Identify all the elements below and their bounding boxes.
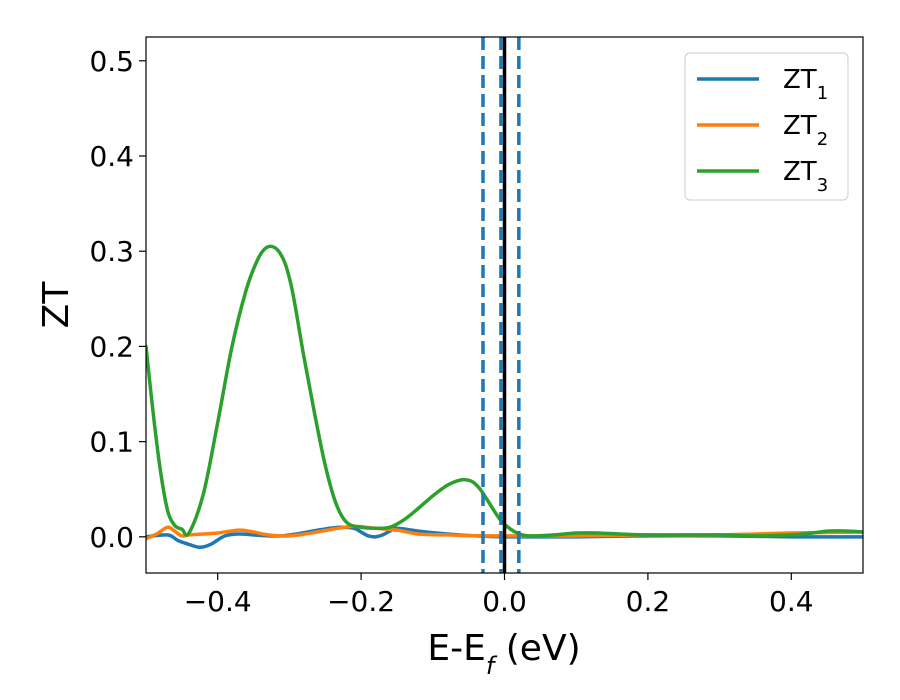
- legend: ZT1 ZT2 ZT3: [684, 52, 849, 201]
- x-tick-label: 0.2: [626, 585, 671, 618]
- legend-label-1: ZT1: [783, 65, 828, 104]
- y-tick-label: 0.3: [89, 235, 134, 268]
- y-tick-label: 0.4: [89, 140, 134, 173]
- y-tick-label: 0.2: [89, 330, 134, 363]
- legend-items: ZT1 ZT2 ZT3: [697, 65, 828, 196]
- legend-label-3: ZT3: [783, 157, 828, 196]
- x-axis-label-main: E-E: [427, 628, 485, 669]
- plot-area: [146, 37, 863, 573]
- y-tick-label: 0.5: [89, 45, 134, 78]
- legend-label-2: ZT2: [783, 111, 828, 150]
- x-tick-label: 0.0: [482, 585, 527, 618]
- series-line-3: [146, 244, 863, 538]
- y-axis-label: ZT: [36, 281, 77, 329]
- x-axis-label-unit: (eV): [494, 628, 580, 669]
- legend-box: [684, 52, 849, 201]
- reference-lines: [481, 37, 521, 573]
- y-axis-ticks: 0.0 0.1 0.2 0.3 0.4 0.5: [89, 45, 146, 554]
- series-lines: [146, 244, 863, 550]
- x-tick-label: −0.4: [184, 585, 252, 618]
- y-tick-label: 0.0: [89, 521, 134, 554]
- x-axis-ticks: −0.4 −0.2 0.0 0.2 0.4: [184, 573, 814, 618]
- x-tick-label: −0.2: [327, 585, 395, 618]
- series-line-2: [146, 524, 863, 541]
- x-tick-label: 0.4: [769, 585, 814, 618]
- y-tick-label: 0.1: [89, 426, 134, 459]
- x-axis-label: E-Ef (eV): [427, 628, 580, 680]
